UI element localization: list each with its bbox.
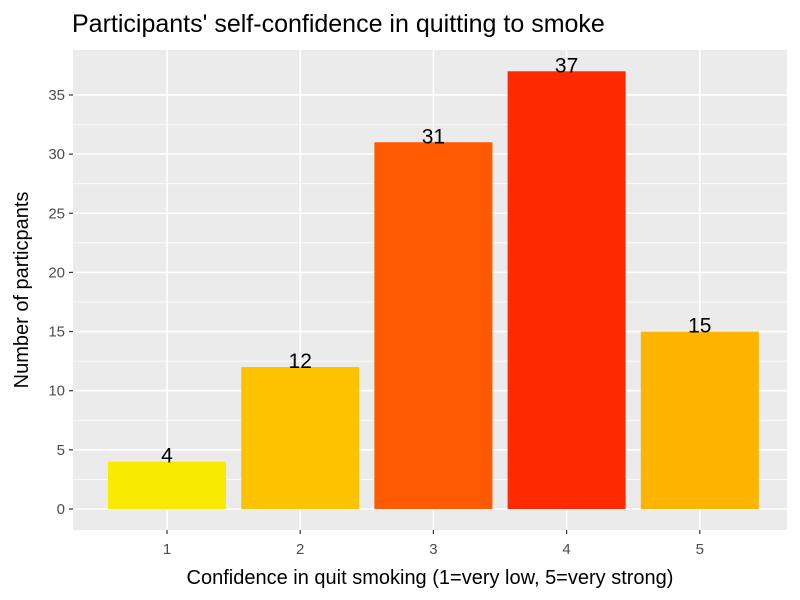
- y-axis: 0 5 10 15 20 25 30 35: [48, 87, 73, 518]
- chart-title: Participants' self-confidence in quittin…: [72, 10, 605, 38]
- bar-1: [108, 461, 226, 509]
- x-axis-title: Confidence in quit smoking (1=very low, …: [187, 567, 674, 589]
- y-tick-label: 25: [48, 205, 65, 222]
- data-labels-group: 4 12 31 37 15: [161, 54, 711, 467]
- data-label-1: 4: [161, 445, 173, 468]
- data-label-3: 31: [422, 125, 445, 148]
- bars-group: [108, 71, 759, 509]
- bar-2: [241, 367, 360, 509]
- x-tick-label: 5: [696, 541, 704, 558]
- y-tick-label: 20: [48, 264, 65, 281]
- y-axis-title: Number of particpants: [11, 192, 33, 389]
- y-tick-label: 0: [57, 501, 65, 518]
- x-tick-label: 4: [562, 541, 570, 558]
- x-tick-label: 3: [429, 541, 437, 558]
- data-label-5: 15: [688, 315, 711, 338]
- y-tick-label: 35: [48, 87, 65, 104]
- y-tick-label: 5: [57, 442, 65, 459]
- x-axis: 1 2 3 4 5: [163, 530, 704, 558]
- data-label-2: 12: [289, 350, 312, 373]
- data-label-4: 37: [555, 54, 578, 77]
- bar-5: [640, 331, 759, 509]
- bar-3: [374, 142, 493, 509]
- y-tick-label: 10: [48, 383, 65, 400]
- y-tick-label: 15: [48, 324, 65, 341]
- y-tick-label: 30: [48, 146, 65, 163]
- bar-4: [507, 71, 626, 509]
- x-tick-label: 2: [296, 541, 304, 558]
- x-tick-label: 1: [163, 541, 171, 558]
